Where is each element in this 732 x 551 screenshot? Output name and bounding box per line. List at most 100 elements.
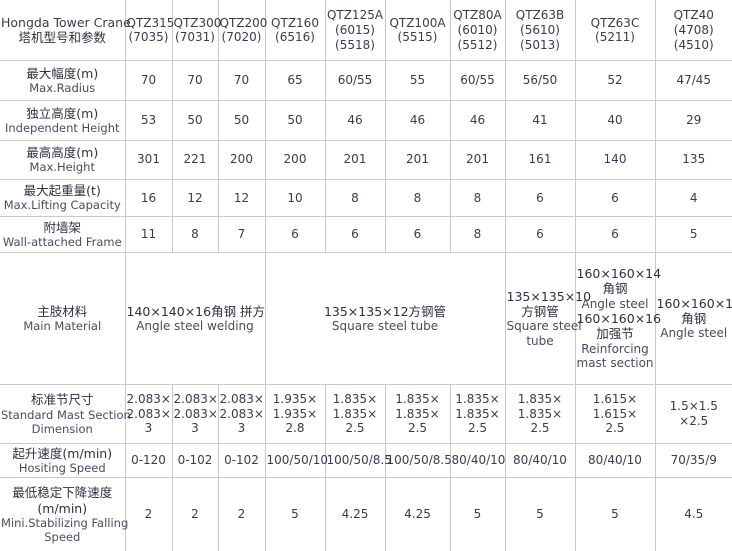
material-line: Square steel tube [331,318,439,333]
value-text: 80/40/10 [451,453,506,468]
cell-value: 6 [504,215,576,254]
cell-value: 200 [264,139,326,181]
value-text: 201 [343,152,367,167]
material-line: 160×160×12 [656,295,732,311]
mast-dimension-line: 1.835× [517,391,563,406]
mast-dimension-line: 1.935× [272,391,318,406]
row-label-falling: 最低稳定下降速度 (m/min) Mini.Stabilizing Falling S… [0,477,129,551]
hoisting-speed-row: 起升速度(m/min) Hositing Speed 0-120 0-102 0-102… [0,442,732,479]
value-text: 161 [528,152,552,167]
falling-speed-cell: 4.5 [654,477,732,551]
value-text: 6 [536,227,544,242]
value-text: 8 [473,190,482,205]
value-text: 201 [466,152,489,167]
mast-dimension-line: 2.5 [467,421,488,436]
cell-value: 8 [324,179,386,217]
cell-value: 70 [171,60,219,101]
falling-speed-row: 最低稳定下降速度 (m/min) Mini.Stabilizing Falling S… [0,477,732,551]
row-label-en-2: Dimension [31,421,93,436]
mast-dimension-cell: 1.935× 1.935× 2.8 [264,384,326,444]
hoisting-speed-cell: 0-102 [171,442,219,479]
value-text: 4.25 [341,507,369,522]
value-text: 221 [183,152,207,167]
cell-value: 70 [217,60,266,101]
cell-value: 53 [124,99,173,141]
model-code: (4708) [673,22,714,37]
value-text: 41 [532,112,548,127]
model-header-qtz315: QTZ315 (7035) [124,0,175,62]
value-text: 60/55 [460,73,495,88]
row-label-cn: 独立高度(m) [26,105,99,121]
cell-value: 12 [217,179,266,217]
model-name: QTZ315 [126,15,175,30]
value-text: 46 [409,112,426,127]
model-name: QTZ80A [453,8,502,23]
cell-value: 8 [171,215,219,254]
value-text: 0-120 [131,453,166,468]
falling-speed-cell: 5 [264,477,326,551]
value-text: 140 [603,152,627,167]
mast-dimension-line: 2.083× [126,406,171,421]
brand-title-en: Hongda Tower Crane [1,14,131,30]
model-code: (7035) [128,30,169,45]
material-line: 角钢 [602,281,628,297]
value-text: 50 [187,112,203,127]
table-header-row: Hongda Tower Crane 塔机型号和参数 QTZ315 (7035) QTZ… [0,0,732,62]
cell-value: 52 [574,60,656,101]
cell-value: 60/55 [449,60,506,101]
mast-dimension-cell: 1.835× 1.835× 2.5 [384,384,451,444]
material-line: tube [526,333,554,348]
mast-dimension-cell: 1.5×1.5 ×2.5 [654,384,732,444]
mast-dimension-cell: 1.835× 1.835× 2.5 [449,384,506,444]
mast-dimension-cell: 1.835× 1.835× 2.5 [324,384,386,444]
falling-speed-cell: 2 [124,477,173,551]
cell-value: 6 [504,179,576,217]
row-label-en: Mini.Stabilizing Falling [1,515,129,530]
material-line: mast section [576,356,654,371]
falling-speed-cell: 2 [171,477,219,551]
cell-value: 47/45 [654,60,732,101]
value-text: 8 [351,190,359,205]
value-text: 8 [413,190,422,205]
mast-dimension-cell: 2.083× 2.083× 3 [124,384,173,444]
row-label-cn: 主肢材料 [37,303,88,319]
row-label-en: Max.Lifting Capacity [3,198,121,213]
cell-value: 60/55 [324,60,386,101]
value-text: 0-102 [177,453,213,468]
cell-value: 4 [654,179,732,217]
value-text: 6 [611,190,619,205]
value-text: 70 [187,73,203,88]
row-label-en-2: Speed [44,529,81,544]
model-code: (6516) [275,30,315,45]
value-text: 0-102 [224,453,259,468]
cell-value: 29 [654,99,732,141]
value-text: 301 [137,152,160,167]
mast-dimension-cell: 1.835× 1.835× 2.5 [504,384,576,444]
value-text: 12 [187,190,203,205]
model-header-qtz40: QTZ40 (4708) (4510) [654,0,732,62]
cell-value: 11 [124,215,173,254]
value-text: 80/40/10 [513,453,567,468]
cell-value: 40 [574,99,656,141]
mast-dimension-line: 3 [191,421,199,436]
spec-row: 最大起重量(t) Max.Lifting Capacity 16 12 12 10 8 8 8 6… [0,179,732,217]
value-text: 2 [144,507,153,522]
value-text: 50 [287,112,303,127]
hoisting-speed-cell: 80/40/10 [504,442,576,479]
value-text: 70 [140,73,157,88]
value-text: 200 [230,152,253,167]
cell-value: 46 [384,99,451,141]
value-text: 5 [689,227,698,242]
model-header-qtz200: QTZ200 (7020) [217,0,267,62]
mast-dimension-line: 2.083× [126,391,171,406]
value-text: 2 [191,507,199,522]
material-row: 主肢材料 Main Material 140×140×16角钢 拼方 Angle st… [0,252,732,385]
hoisting-speed-cell: 0-120 [124,442,173,479]
value-text: 80/40/10 [588,453,642,468]
mast-dimension-cell: 1.615× 1.615× 2.5 [574,384,656,444]
row-label-en: Max.Height [29,160,95,175]
table-corner-title: Hongda Tower Crane 塔机型号和参数 [0,0,131,62]
mast-dimension-line: 2.083× [173,406,218,421]
cell-value: 41 [504,99,576,141]
